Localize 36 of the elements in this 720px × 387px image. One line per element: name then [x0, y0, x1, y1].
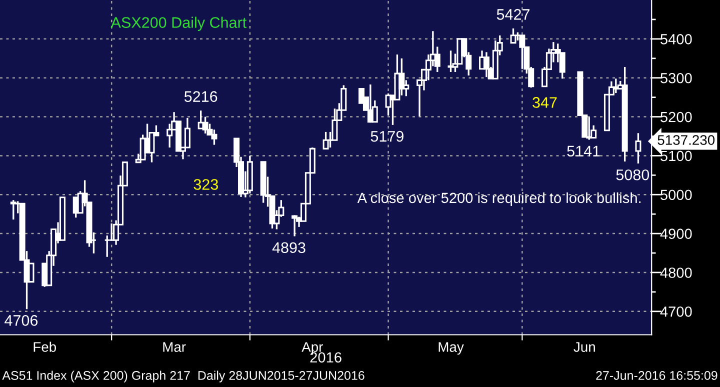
annotation: A close over 5200 is required to look bullish.	[357, 192, 641, 206]
y-tick-label: 5200	[660, 112, 692, 122]
annotation: 5141	[567, 146, 600, 157]
y-tick-label: 5000	[660, 190, 692, 200]
text: 27-Jun-2016 16:55:09	[596, 371, 718, 380]
text: AS51 Index (ASX 200) Graph 217 Daily 28JUN2015-27JUN2016	[2, 370, 364, 382]
candlestick	[211, 128, 218, 146]
candlestick	[635, 132, 642, 164]
annotation: 347	[532, 97, 557, 108]
candlestick	[166, 122, 173, 148]
candlestick	[510, 28, 516, 44]
candlestick	[519, 34, 526, 70]
y-tick-label: 5100	[660, 150, 692, 162]
x-tick-label: May	[438, 342, 464, 355]
y-tick-label: 5400	[660, 34, 692, 44]
x-tick-label: Jun	[574, 342, 595, 352]
text: ASX200 Daily Chart	[110, 16, 247, 31]
y-tick-label: 4900	[660, 228, 692, 239]
annotation: 5179	[370, 130, 404, 142]
x-tick-label: Mar	[163, 342, 186, 352]
y-tick-label: 5300	[660, 72, 692, 84]
annotation: 323	[194, 179, 218, 190]
x-tick-label: Feb	[34, 342, 56, 352]
annotation: 5137.230	[658, 135, 715, 145]
y-tick-label: 4800	[660, 268, 692, 278]
annotation: 4706	[4, 315, 38, 326]
candlestick	[184, 117, 190, 148]
candlestick	[322, 131, 329, 150]
candlestick	[28, 262, 34, 283]
y-tick-label: 4700	[660, 306, 692, 317]
candlestick	[10, 199, 16, 220]
annotation: 5080	[616, 169, 650, 180]
annotation: 5216	[184, 91, 218, 102]
candlestick	[483, 51, 490, 78]
annotation: 5427	[496, 9, 530, 20]
annotation: 4893	[272, 242, 306, 254]
